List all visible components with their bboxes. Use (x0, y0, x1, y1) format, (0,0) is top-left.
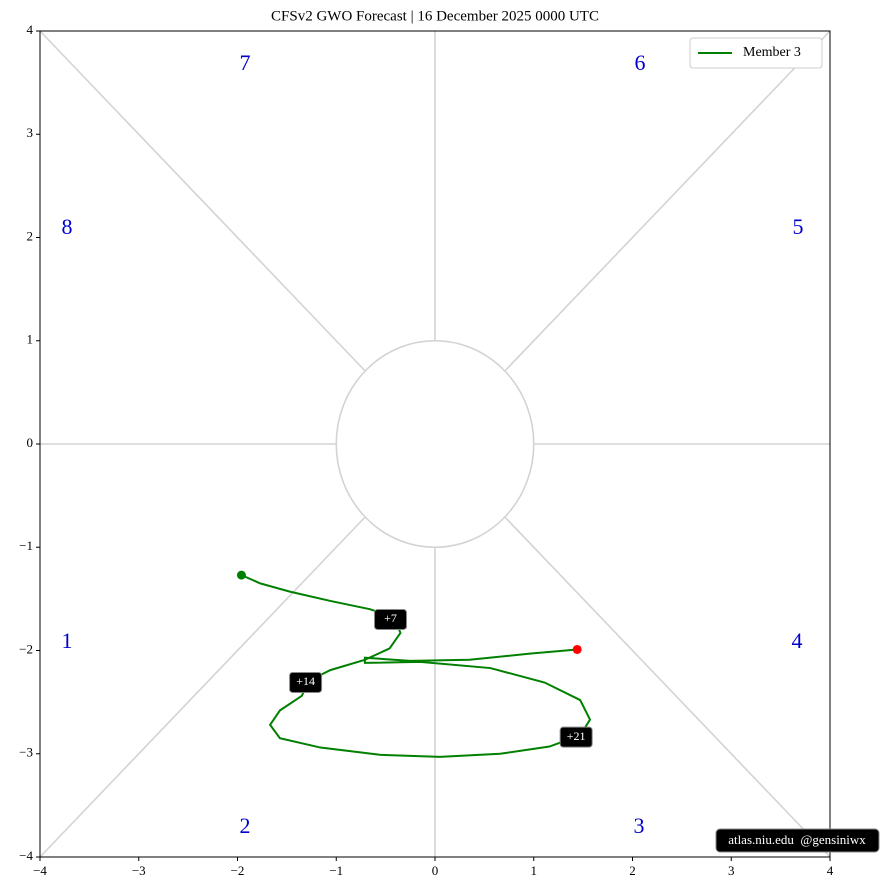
x-tick-label: 2 (629, 863, 636, 878)
y-tick-label: 4 (27, 22, 34, 37)
legend: Member 3 (689, 37, 823, 69)
y-tick-label: 2 (27, 228, 34, 243)
annotation-box (374, 608, 408, 630)
annotation-label: +14 (296, 674, 315, 688)
legend-label: Member 3 (743, 45, 801, 60)
y-tick-label: 1 (27, 332, 34, 347)
phase-label: 3 (634, 813, 645, 838)
y-tick-label: −2 (19, 641, 33, 656)
annotation-box (559, 726, 593, 748)
day-annotation: +14 (289, 671, 323, 693)
phase-label: 6 (635, 50, 646, 75)
y-tick-label: −4 (19, 848, 33, 863)
y-tick-label: −1 (19, 538, 33, 553)
annotation-label: +7 (384, 611, 397, 625)
x-tick-label: 0 (432, 863, 439, 878)
x-tick-label: −4 (33, 863, 47, 878)
y-tick-label: 0 (27, 435, 34, 450)
x-tick-label: 1 (531, 863, 538, 878)
phase-label: 1 (62, 628, 73, 653)
guide-line (504, 516, 831, 858)
credit-box (715, 828, 880, 853)
x-tick-label: −3 (132, 863, 146, 878)
legend-box (689, 37, 823, 69)
phase-label: 2 (240, 813, 251, 838)
day-annotation: +21 (559, 726, 593, 748)
start-point (236, 570, 246, 580)
end-point (572, 644, 582, 654)
phase-label: 7 (240, 50, 251, 75)
guide-line (504, 30, 831, 372)
x-tick-label: 3 (728, 863, 735, 878)
guide-line (39, 30, 366, 372)
guide-line (39, 516, 366, 858)
x-tick-label: 4 (827, 863, 834, 878)
y-tick-label: −3 (19, 745, 33, 760)
day-annotation: +7 (374, 608, 408, 630)
x-tick-label: −1 (329, 863, 343, 878)
phase-label: 5 (793, 214, 804, 239)
chart-title: CFSv2 GWO Forecast | 16 December 2025 00… (271, 8, 599, 24)
credit-label: atlas.niu.edu @gensiniwx (728, 832, 866, 847)
annotation-box (289, 671, 323, 693)
phase-label: 8 (62, 214, 73, 239)
annotation-label: +21 (567, 729, 586, 743)
phase-label: 4 (792, 628, 803, 653)
y-tick-label: 3 (27, 125, 34, 140)
x-tick-label: −2 (231, 863, 245, 878)
credit: atlas.niu.edu @gensiniwx (715, 828, 880, 853)
